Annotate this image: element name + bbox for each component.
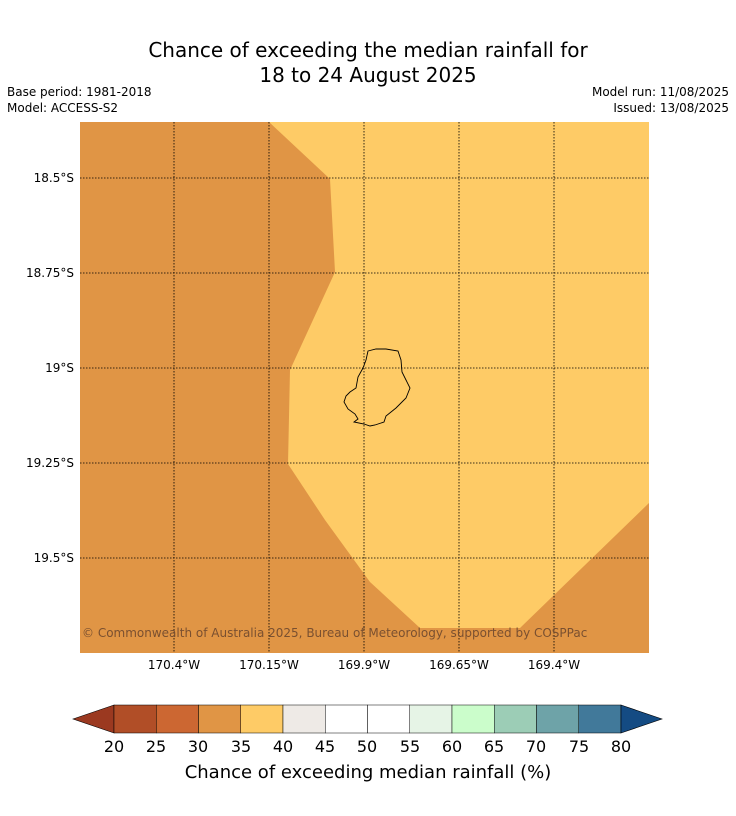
colorbar-swatch [198, 704, 241, 734]
colorbar-tick-70: 70 [525, 737, 547, 756]
lon-label-170-15: 170.15°W [239, 658, 299, 672]
colorbar-tick-45: 45 [314, 737, 336, 756]
lon-label-170-4: 170.4°W [147, 658, 201, 672]
colorbar-swatch [451, 704, 495, 734]
model-run: Model run: 11/08/2025 [591, 85, 729, 99]
graticule [80, 122, 649, 653]
colorbar-label: Chance of exceeding median rainfall (%) [184, 762, 552, 783]
colorbar-swatch [536, 704, 579, 734]
colorbar-tick-50: 50 [356, 737, 378, 756]
colorbar-tick-20: 20 [103, 737, 125, 756]
colorbar-swatches [113, 704, 622, 734]
metadata-left: Base period: 1981-2018 Model: ACCESS-S2 [7, 84, 152, 116]
colorbar-tick-65: 65 [483, 737, 505, 756]
colorbar-swatch [578, 704, 622, 734]
colorbar-swatch [156, 704, 199, 734]
lat-label-19: 19°S [45, 361, 74, 375]
model-name: Model: ACCESS-S2 [7, 101, 119, 115]
title-line-2: 18 to 24 August 2025 [259, 63, 477, 87]
lat-label-19-5: 19.5°S [33, 551, 74, 565]
colorbar-arrow-low [72, 704, 115, 734]
colorbar-swatch [367, 704, 410, 734]
colorbar-tick-60: 60 [441, 737, 463, 756]
colorbar-tick-55: 55 [399, 737, 421, 756]
copyright-notice: © Commonwealth of Australia 2025, Bureau… [82, 626, 588, 640]
map-panel [80, 122, 649, 653]
colorbar-svg [72, 704, 663, 734]
lon-label-169-4: 169.4°W [527, 658, 581, 672]
colorbar-tick-75: 75 [568, 737, 590, 756]
lat-label-18-75: 18.75°S [26, 266, 74, 280]
lon-label-169-65: 169.65°W [429, 658, 489, 672]
lat-label-18-5: 18.5°S [33, 171, 74, 185]
title-line-1: Chance of exceeding the median rainfall … [148, 38, 588, 62]
map-svg [80, 122, 649, 653]
colorbar-arrow-high [620, 704, 663, 734]
chart-title: Chance of exceeding the median rainfall … [0, 38, 736, 88]
lon-label-169-9: 169.9°W [337, 658, 391, 672]
island-coastline [343, 348, 411, 427]
colorbar [70, 702, 666, 740]
colorbar-swatch [409, 704, 453, 734]
colorbar-swatch [240, 704, 284, 734]
colorbar-tick-80: 80 [610, 737, 632, 756]
base-period: Base period: 1981-2018 [7, 85, 152, 99]
lat-label-19-25: 19.25°S [26, 456, 74, 470]
colorbar-swatch [113, 704, 157, 734]
colorbar-tick-25: 25 [145, 737, 167, 756]
colorbar-swatch [325, 704, 368, 734]
metadata-right: Model run: 11/08/2025 Issued: 13/08/2025 [592, 84, 729, 116]
issued-date: Issued: 13/08/2025 [613, 101, 729, 115]
colorbar-swatch [282, 704, 326, 734]
colorbar-tick-30: 30 [187, 737, 209, 756]
colorbar-swatch [494, 704, 537, 734]
colorbar-tick-40: 40 [272, 737, 294, 756]
colorbar-tick-35: 35 [230, 737, 252, 756]
